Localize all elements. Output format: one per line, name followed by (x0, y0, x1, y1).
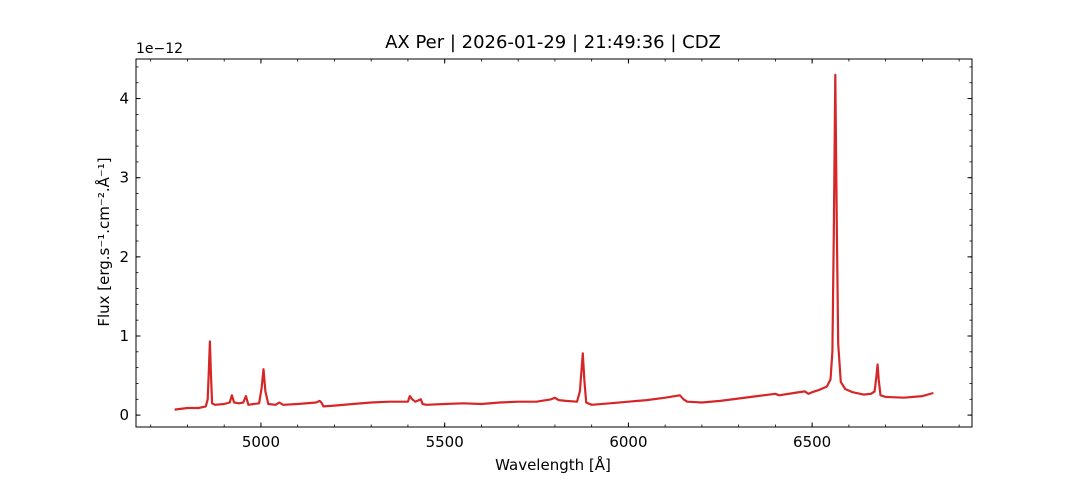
y-tick-label: 2 (119, 248, 129, 266)
y-tick-label: 4 (119, 90, 129, 108)
spectrum-line (174, 73, 934, 411)
x-axis-label: Wavelength [Å] (495, 455, 611, 474)
y-tick-label: 3 (119, 169, 129, 187)
x-tick-label: 6500 (793, 433, 831, 451)
plot-area (174, 73, 934, 411)
x-tick-label: 5000 (242, 433, 280, 451)
y-offset-label: 1e−12 (136, 41, 183, 57)
chart-title: AX Per | 2026-01-29 | 21:49:36 | CDZ (385, 32, 721, 53)
plot-frame (135, 58, 973, 428)
x-tick-label: 5500 (426, 433, 464, 451)
axis-ticks: 5000 5500 6000 6500 0 1 2 3 4 (119, 59, 972, 451)
y-tick-label: 0 (119, 406, 129, 424)
y-axis-label: Flux [erg.s⁻¹.cm⁻².Å⁻¹] (94, 157, 113, 326)
y-tick-label: 1 (119, 327, 129, 345)
x-tick-label: 6000 (609, 433, 647, 451)
